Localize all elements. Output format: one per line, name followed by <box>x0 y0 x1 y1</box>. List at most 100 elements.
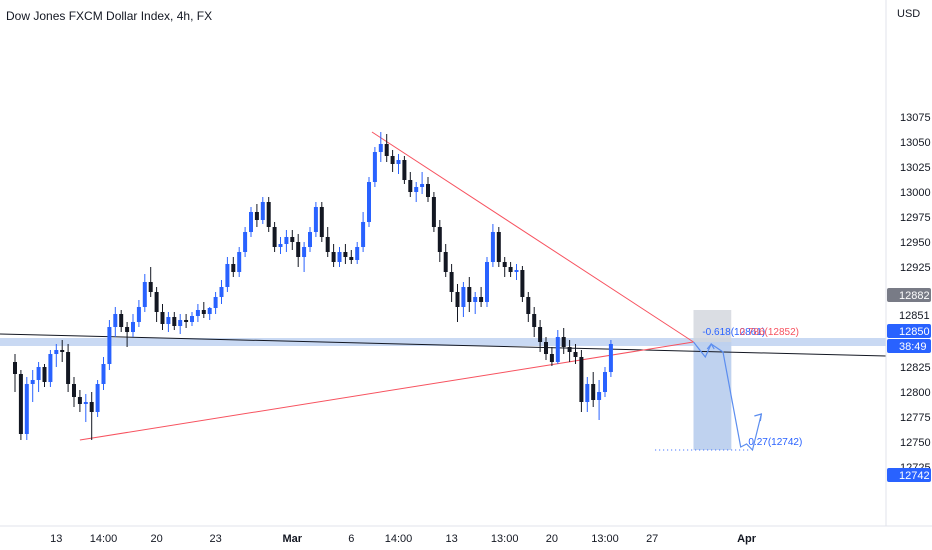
fib-label: 0.786(12852) <box>740 327 800 338</box>
candle-body <box>278 244 283 247</box>
candle <box>13 354 17 392</box>
candle-body <box>490 232 495 262</box>
candle <box>473 292 478 314</box>
support-zone[interactable] <box>0 338 886 346</box>
candle <box>89 392 94 440</box>
candle <box>313 202 318 237</box>
candle-body <box>172 317 177 326</box>
fib-label: -0.618(12861) <box>702 327 765 338</box>
candle <box>426 177 430 202</box>
candle <box>526 292 531 322</box>
candle-body <box>190 316 194 322</box>
candle-body <box>77 397 82 404</box>
candle <box>549 347 554 366</box>
candle <box>166 312 171 332</box>
candle <box>136 300 141 327</box>
chart-title: Dow Jones FXCM Dollar Index, 4h, FX <box>6 9 212 23</box>
candle-body <box>160 312 165 324</box>
candle-body <box>544 342 548 354</box>
candle-body <box>119 314 124 327</box>
long-trendline[interactable] <box>0 333 887 357</box>
price-label-4[interactable]: 12742 <box>887 468 931 482</box>
price-label-0[interactable]: 12882 <box>887 288 931 302</box>
time-tick-label: 23 <box>209 533 221 545</box>
candle-body <box>349 257 354 260</box>
ascending-trendline[interactable] <box>79 341 694 441</box>
price-label-3[interactable]: 38:49 <box>887 339 931 353</box>
descending-trendline[interactable] <box>371 131 694 343</box>
time-tick-label: 27 <box>646 533 658 545</box>
candle <box>420 172 425 194</box>
candle <box>573 344 578 364</box>
candle <box>66 344 71 392</box>
candle-body <box>66 352 71 384</box>
candle-body <box>420 184 425 187</box>
candle-body <box>72 384 76 397</box>
candle <box>490 224 495 267</box>
candle-body <box>231 264 236 272</box>
price-label-text: 12851 <box>899 310 930 322</box>
candle-body <box>378 144 383 152</box>
candle <box>249 207 253 237</box>
price-label-1[interactable]: 12851 <box>887 308 931 322</box>
candle <box>467 277 472 312</box>
price-tick-label: 13050 <box>900 137 931 149</box>
candle <box>272 222 277 252</box>
candle-body <box>608 344 613 372</box>
candle-body <box>207 308 212 314</box>
price-label-bg <box>887 468 931 482</box>
time-tick-label: 20 <box>546 533 558 545</box>
candle-body <box>24 384 29 434</box>
candle <box>195 304 200 322</box>
candle-body <box>290 237 295 242</box>
candle-body <box>272 227 277 247</box>
candle <box>95 380 100 417</box>
candle <box>579 350 584 412</box>
candle <box>154 287 159 322</box>
candle <box>83 394 88 422</box>
candle-body <box>18 374 23 434</box>
price-tick-label: 13075 <box>900 112 931 124</box>
price-tick-label: 12975 <box>900 212 931 224</box>
candle <box>349 250 354 264</box>
time-axis[interactable]: 13 14:00 20 23 Mar 6 14:00 13 13:00 20 13:00 27 Apr <box>50 533 757 545</box>
arrow-head <box>754 413 763 422</box>
price-tick-label: 12825 <box>900 362 931 374</box>
candle-body <box>42 367 47 382</box>
candle <box>449 264 454 302</box>
projected-path[interactable] <box>693 341 762 452</box>
candle <box>72 377 76 407</box>
candle <box>591 372 596 407</box>
candle-body <box>166 317 171 324</box>
price-tick-label: 12950 <box>900 237 931 249</box>
projection-zone[interactable] <box>693 342 732 450</box>
candle <box>160 304 165 330</box>
candle <box>54 344 59 367</box>
candle-body <box>184 320 189 322</box>
candle <box>219 280 224 304</box>
candle-body <box>384 144 389 156</box>
candle <box>384 134 389 162</box>
candle <box>508 262 513 277</box>
candle-body <box>95 384 100 412</box>
candle <box>113 307 118 337</box>
candle-body <box>260 202 265 220</box>
candle <box>396 154 401 174</box>
price-label-2[interactable]: 12850 <box>887 324 931 338</box>
price-label-bg <box>887 324 931 338</box>
candle-body <box>125 327 130 332</box>
candle <box>378 132 383 162</box>
candle <box>343 244 348 264</box>
candle-body <box>219 287 224 297</box>
candle <box>284 230 289 252</box>
candle <box>260 197 265 224</box>
candle-body <box>567 347 572 352</box>
candle-body <box>508 267 513 272</box>
candle <box>402 156 407 184</box>
candle-body <box>479 297 484 302</box>
candle-body <box>496 232 501 262</box>
candle-body <box>526 297 531 314</box>
